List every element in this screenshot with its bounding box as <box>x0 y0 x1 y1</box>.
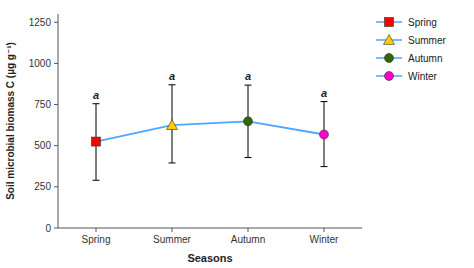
legend-marker <box>385 54 394 63</box>
x-axis-line <box>58 228 362 229</box>
x-tick <box>248 228 249 232</box>
x-tick-label: Autumn <box>231 234 265 245</box>
annotation: a <box>245 70 251 82</box>
legend-label: Spring <box>408 17 437 28</box>
error-bar <box>93 104 100 181</box>
y-tick <box>54 186 58 187</box>
data-point <box>167 120 178 130</box>
y-tick-label: 1000 <box>29 58 52 69</box>
y-tick-label: 250 <box>34 181 51 192</box>
x-tick-label: Summer <box>153 234 191 245</box>
y-tick <box>54 145 58 146</box>
x-tick-label: Winter <box>310 234 340 245</box>
x-tick <box>172 228 173 232</box>
legend-marker <box>385 72 394 81</box>
y-tick <box>54 228 58 229</box>
error-bar-cap <box>169 84 176 85</box>
data-point <box>92 137 101 146</box>
chart-container: 0 250 500 750 1000 1250 Spring Summer Autumn Wint… <box>0 0 474 268</box>
error-bar-cap <box>93 103 100 104</box>
error-bar <box>321 102 328 167</box>
legend-label: Autumn <box>408 53 442 64</box>
x-tick-label: Spring <box>82 234 111 245</box>
error-bar-cap <box>321 166 328 167</box>
y-tick <box>54 22 58 23</box>
error-bar-cap <box>169 162 176 163</box>
data-line <box>96 121 324 141</box>
annotation: a <box>93 89 99 101</box>
chart-svg: 0 250 500 750 1000 1250 Spring Summer Autumn Wint… <box>0 0 474 268</box>
page: {"chart_data": {"type": "line", "categor… <box>0 0 474 268</box>
error-bar-cap <box>93 180 100 181</box>
x-tick <box>324 228 325 232</box>
error-bar-cap <box>245 85 252 86</box>
y-tick-label: 0 <box>45 223 51 234</box>
error-bar-cap <box>321 101 328 102</box>
y-tick-label: 500 <box>34 140 51 151</box>
error-bar <box>245 85 252 157</box>
y-axis-line <box>58 14 59 228</box>
x-axis-label: Seasons <box>187 252 232 264</box>
legend-marker <box>385 18 394 27</box>
legend-marker <box>384 35 395 45</box>
y-tick-label: 1250 <box>29 17 52 28</box>
legend-label: Summer <box>408 35 446 46</box>
annotation: a <box>169 70 175 82</box>
x-tick <box>96 228 97 232</box>
y-tick-label: 750 <box>34 99 51 110</box>
data-point <box>244 117 253 126</box>
y-tick <box>54 104 58 105</box>
legend: Spring Summer Autumn Winter <box>376 17 446 82</box>
y-axis-label: Soil microbial biomass C (µg g⁻¹) <box>5 42 16 200</box>
legend-label: Winter <box>408 71 438 82</box>
y-tick <box>54 63 58 64</box>
annotation: a <box>321 87 327 99</box>
data-point <box>320 130 329 139</box>
error-bar-cap <box>245 157 252 158</box>
plot-marks <box>92 85 329 180</box>
